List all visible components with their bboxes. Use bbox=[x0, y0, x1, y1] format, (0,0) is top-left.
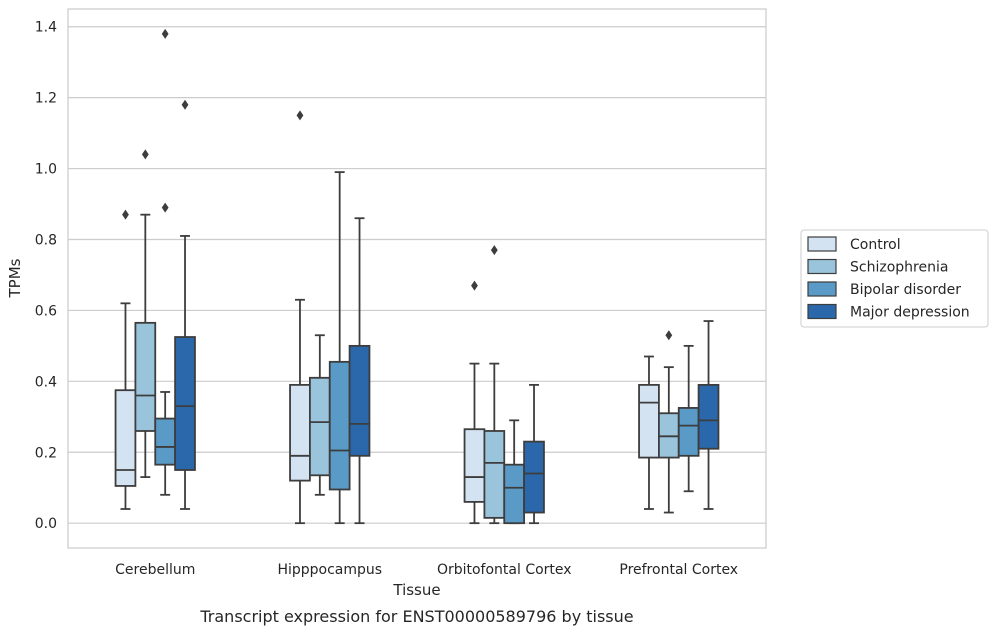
box bbox=[523, 440, 545, 514]
legend-item: Bipolar disorder bbox=[807, 281, 961, 298]
legend-swatch bbox=[807, 236, 837, 252]
box bbox=[174, 336, 196, 471]
x-tick-label: Hipppocampus bbox=[277, 562, 382, 578]
box bbox=[483, 430, 506, 519]
legend-label: Bipolar disorder bbox=[850, 282, 961, 298]
x-tick-label: Orbitofontal Cortex bbox=[437, 562, 572, 578]
legend-item: Control bbox=[807, 236, 901, 253]
box bbox=[503, 463, 525, 525]
box bbox=[328, 360, 351, 491]
box bbox=[154, 417, 176, 466]
legend-swatch bbox=[807, 303, 837, 320]
box-group bbox=[289, 110, 371, 525]
y-tick-label: 1.4 bbox=[35, 20, 57, 36]
legend-item: Major depression bbox=[807, 303, 970, 321]
outlier-point bbox=[122, 209, 129, 220]
legend-label: Control bbox=[850, 237, 901, 253]
y-tick-label: 0.8 bbox=[35, 232, 57, 248]
box bbox=[114, 389, 137, 487]
x-axis-label: Tissue bbox=[392, 581, 440, 599]
x-tick-label: Cerebellum bbox=[115, 562, 195, 578]
plot-frame bbox=[67, 8, 767, 549]
box bbox=[289, 383, 311, 482]
y-tick-label: 0.4 bbox=[35, 374, 57, 390]
outlier-point bbox=[181, 99, 189, 110]
legend-label: Schizophrenia bbox=[850, 260, 948, 276]
y-tick-label: 0.0 bbox=[35, 516, 57, 532]
box-group bbox=[114, 28, 196, 510]
y-tick-label: 0.2 bbox=[35, 445, 57, 461]
outlier-point bbox=[141, 149, 149, 160]
x-tick-label: Prefrontal Cortex bbox=[619, 562, 738, 578]
y-axis-label: TPMs bbox=[6, 258, 24, 298]
box bbox=[677, 407, 700, 457]
box bbox=[463, 428, 486, 503]
legend: Control Schizophrenia Bipolar disorder Majo… bbox=[800, 229, 989, 328]
x-axis-ticks: Cerebellum Hipppocampus Orbitofontal Corte… bbox=[115, 562, 738, 578]
legend-swatch bbox=[807, 281, 837, 297]
box bbox=[638, 383, 660, 459]
y-tick-label: 0.6 bbox=[35, 303, 57, 319]
box bbox=[348, 344, 371, 457]
box-groups bbox=[114, 28, 720, 525]
box bbox=[134, 321, 157, 432]
legend-swatch bbox=[807, 258, 837, 275]
box-group bbox=[638, 320, 720, 514]
box bbox=[697, 383, 720, 450]
y-axis-ticks: 0.0 0.2 0.4 0.6 0.8 1.0 1.2 1.4 bbox=[35, 20, 57, 532]
outlier-point bbox=[490, 245, 498, 256]
y-tick-label: 1.2 bbox=[35, 91, 57, 107]
outlier-point bbox=[665, 330, 673, 341]
outlier-point bbox=[161, 28, 169, 39]
outlier-point bbox=[296, 110, 304, 121]
y-tick-label: 1.0 bbox=[35, 162, 57, 178]
box-group bbox=[463, 245, 545, 525]
box bbox=[309, 376, 331, 477]
legend-frame bbox=[800, 229, 989, 328]
outlier-point bbox=[471, 280, 478, 291]
legend-item: Schizophrenia bbox=[807, 258, 948, 276]
outlier-point bbox=[161, 202, 169, 213]
chart-caption: Transcript expression for ENST0000058979… bbox=[199, 607, 633, 626]
legend-label: Major depression bbox=[850, 305, 970, 321]
